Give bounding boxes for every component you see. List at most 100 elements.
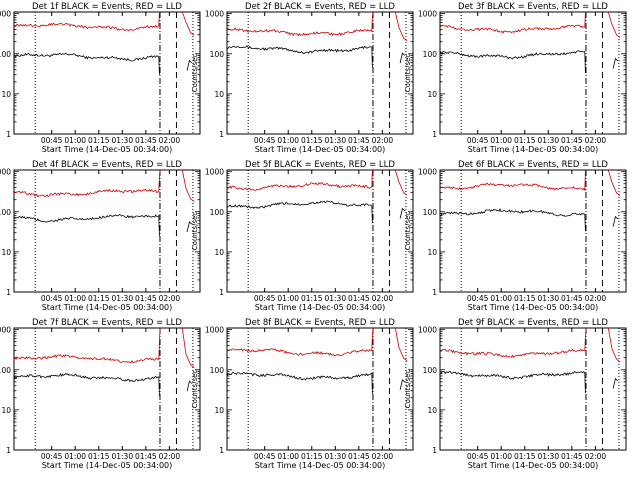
series-line-lld [13,327,161,364]
x-tick-label: 02:00 [159,136,181,145]
x-tick-label: 01:45 [561,452,583,461]
chart-panel-5: Det 5f BLACK = Events, RED = LLD Start Ti… [191,160,414,312]
x-tick-label: 01:00 [64,136,86,145]
x-tick-label: 02:00 [372,136,394,145]
series-line-events [226,200,373,224]
y-tick-label: 100 [210,208,225,217]
x-axis-label: Start Time (14-Dec-05 00:34:00) [42,145,173,154]
x-tick-label: 01:00 [64,294,86,303]
series-line-events-after-gap [399,379,406,390]
x-tick-label: 01:00 [490,136,512,145]
plot-frame [226,11,414,135]
series-line-events-after-gap [612,215,619,227]
series-line-lld-after-gap [394,169,408,196]
y-tick-label: 10 [214,248,224,257]
x-tick-label: 01:30 [537,136,559,145]
x-tick-label: 01:15 [514,294,536,303]
plot-frame [439,169,627,293]
y-tick-label: 100 [210,366,225,375]
y-axis-label: Counts/sec [404,212,412,251]
chart-panel-8: Det 8f BLACK = Events, RED = LLD Start Ti… [191,318,414,470]
y-tick-label: 1000 [0,326,11,335]
x-tick-label: 01:15 [301,452,323,461]
x-tick-label: 00:45 [254,294,276,303]
series-line-lld [13,11,160,32]
series-line-lld-after-gap [607,11,621,39]
y-tick-label: 10 [1,90,11,99]
y-axis-label: Counts/sec [191,212,199,251]
series-line-lld-after-gap [181,327,195,368]
x-axis-label: Start Time (14-Dec-05 00:34:00) [468,461,599,470]
chart-title: Det 9f BLACK = Events, RED = LLD [458,318,608,328]
x-tick-label: 01:30 [324,136,346,145]
x-tick-label: 01:30 [111,294,133,303]
chart-title: Det 7f BLACK = Events, RED = LLD [32,318,182,328]
x-axis-label: Start Time (14-Dec-05 00:34:00) [255,303,386,312]
x-axis-label: Start Time (14-Dec-05 00:34:00) [42,303,173,312]
x-tick-label: 01:45 [348,136,370,145]
y-tick-label: 100 [423,366,438,375]
x-tick-label: 01:00 [490,294,512,303]
y-axis-label: Counts/sec [191,370,199,409]
series-line-lld [226,11,374,37]
plot-frame [439,327,627,451]
series-line-lld-after-gap [607,169,621,197]
y-tick-label: 1000 [418,10,437,19]
x-tick-label: 00:45 [467,136,489,145]
series-line-lld-after-gap [394,11,408,42]
chart-title: Det 1f BLACK = Events, RED = LLD [32,2,182,12]
y-axis-label: Counts/sec [191,54,199,93]
y-tick-label: 1 [432,446,437,455]
plot-frame [226,327,414,451]
chart-panel-4: Det 4f BLACK = Events, RED = LLD Start Ti… [0,160,201,312]
x-tick-label: 01:00 [277,136,299,145]
x-tick-label: 02:00 [585,136,607,145]
x-tick-label: 00:45 [467,452,489,461]
series-line-events-after-gap [186,221,193,232]
series-line-lld [226,327,374,357]
x-tick-label: 01:30 [324,452,346,461]
y-tick-label: 10 [427,90,437,99]
series-line-events [13,52,160,75]
chart-title: Det 5f BLACK = Events, RED = LLD [245,160,395,170]
y-tick-label: 1000 [205,326,224,335]
x-tick-label: 00:45 [41,452,63,461]
series-line-lld [226,169,374,191]
x-tick-label: 02:00 [585,294,607,303]
series-line-events [13,214,160,237]
plot-frame [226,169,414,293]
x-tick-label: 00:45 [41,136,63,145]
plot-frame [13,169,201,293]
y-tick-label: 1000 [205,168,224,177]
y-axis-label: Counts/sec [404,370,412,409]
y-tick-label: 10 [1,248,11,257]
x-tick-label: 01:45 [348,452,370,461]
series-line-lld-after-gap [607,327,621,363]
x-tick-label: 01:30 [324,294,346,303]
x-tick-label: 01:45 [135,136,157,145]
x-tick-label: 01:30 [537,452,559,461]
y-tick-label: 10 [427,406,437,415]
chart-panel-1: Det 1f BLACK = Events, RED = LLD Start Ti… [0,2,201,154]
y-tick-label: 1 [6,446,11,455]
x-tick-label: 01:15 [88,294,110,303]
x-tick-label: 02:00 [159,294,181,303]
y-tick-label: 1 [6,130,11,139]
series-line-events [13,372,160,396]
x-tick-label: 01:00 [64,452,86,461]
x-tick-label: 00:45 [41,294,63,303]
plot-frame [439,11,627,135]
x-tick-label: 00:45 [254,452,276,461]
chart-title: Det 2f BLACK = Events, RED = LLD [245,2,395,12]
series-line-events [439,50,586,74]
series-line-events-after-gap [399,52,406,64]
x-tick-label: 01:45 [561,136,583,145]
chart-panel-9: Det 9f BLACK = Events, RED = LLD Start Ti… [404,318,627,470]
y-tick-label: 100 [0,50,11,59]
chart-panel-6: Det 6f BLACK = Events, RED = LLD Start Ti… [404,160,627,312]
y-tick-label: 1 [219,288,224,297]
series-line-events-after-gap [612,377,619,389]
x-tick-label: 00:45 [467,294,489,303]
series-line-lld [439,327,587,358]
y-tick-label: 10 [427,248,437,257]
